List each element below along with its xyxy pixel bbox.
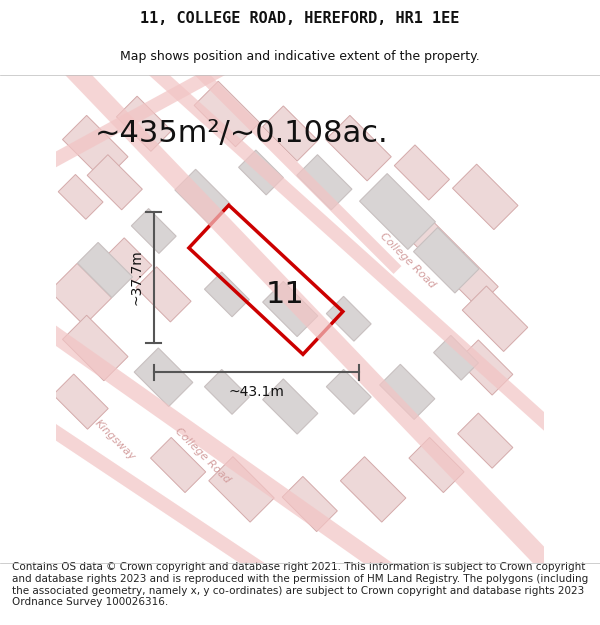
Polygon shape [413, 228, 479, 293]
Text: Kingsway: Kingsway [92, 418, 137, 463]
Polygon shape [458, 413, 513, 468]
Polygon shape [458, 340, 513, 395]
Polygon shape [194, 81, 260, 147]
Polygon shape [282, 476, 337, 532]
Polygon shape [205, 272, 249, 317]
Text: ~37.7m: ~37.7m [130, 249, 143, 305]
Polygon shape [62, 315, 128, 381]
Polygon shape [263, 281, 318, 337]
Polygon shape [434, 336, 478, 380]
Polygon shape [116, 96, 172, 151]
Text: Contains OS data © Crown copyright and database right 2021. This information is : Contains OS data © Crown copyright and d… [12, 562, 588, 608]
Polygon shape [58, 174, 103, 219]
Text: Map shows position and indicative extent of the property.: Map shows position and indicative extent… [120, 50, 480, 62]
Polygon shape [131, 209, 176, 253]
Polygon shape [394, 145, 449, 200]
Polygon shape [340, 457, 406, 522]
Polygon shape [87, 154, 142, 210]
Polygon shape [409, 218, 464, 273]
Polygon shape [53, 374, 108, 429]
Text: ~43.1m: ~43.1m [228, 385, 284, 399]
Polygon shape [136, 267, 191, 322]
Text: 11: 11 [266, 280, 305, 309]
Text: College Road: College Road [173, 426, 232, 485]
Polygon shape [205, 369, 249, 414]
Polygon shape [239, 150, 283, 195]
Text: 11, COLLEGE ROAD, HEREFORD, HR1 1EE: 11, COLLEGE ROAD, HEREFORD, HR1 1EE [140, 11, 460, 26]
Polygon shape [443, 252, 498, 308]
Polygon shape [380, 364, 435, 419]
Polygon shape [151, 438, 206, 493]
Polygon shape [263, 106, 318, 161]
Polygon shape [297, 154, 352, 210]
Text: ~435m²/~0.108ac.: ~435m²/~0.108ac. [95, 119, 388, 148]
Polygon shape [326, 296, 371, 341]
Polygon shape [462, 286, 528, 351]
Polygon shape [134, 348, 193, 406]
Text: College Road: College Road [377, 231, 437, 290]
Polygon shape [209, 457, 274, 522]
Polygon shape [263, 379, 318, 434]
Polygon shape [326, 116, 391, 181]
Polygon shape [326, 369, 371, 414]
Polygon shape [62, 116, 128, 181]
Polygon shape [452, 164, 518, 229]
Polygon shape [107, 238, 152, 282]
Polygon shape [359, 174, 436, 249]
Polygon shape [50, 263, 112, 326]
Polygon shape [409, 438, 464, 493]
Polygon shape [77, 242, 133, 298]
Polygon shape [175, 169, 230, 224]
